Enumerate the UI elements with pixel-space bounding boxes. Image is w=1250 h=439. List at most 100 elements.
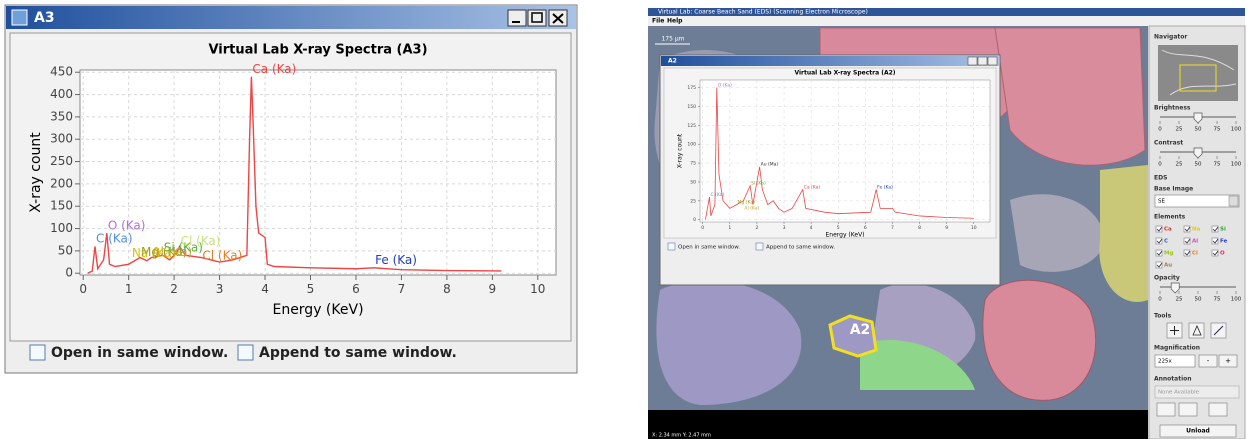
checkbox[interactable] — [30, 345, 45, 360]
window-title: A3 — [34, 10, 55, 26]
screenshot: A3Virtual Lab X-ray Spectra (A3)05010015… — [0, 0, 1250, 439]
x-tick-label: 6 — [864, 225, 867, 231]
y-tick-label: 125 — [687, 123, 696, 129]
checkbox[interactable] — [238, 345, 253, 360]
window-icon — [12, 10, 27, 25]
inner-title-bar — [661, 56, 999, 66]
x-tick-label: 0 — [79, 282, 87, 296]
element-label: Na — [1192, 227, 1201, 233]
panel-heading: Magnification — [1154, 345, 1200, 352]
checkbox-label: Append to same window. — [259, 345, 457, 361]
y-tick-label: 400 — [50, 87, 73, 101]
maximize-button[interactable] — [978, 57, 987, 65]
y-tick-label: 350 — [50, 109, 73, 123]
slider-tick-label: 75 — [1214, 127, 1221, 133]
x-tick-label: 4 — [810, 225, 813, 231]
peak-label: Mg (Ka) — [738, 199, 756, 205]
element-label: O — [1220, 251, 1225, 257]
x-tick-label: 8 — [443, 282, 451, 296]
panel-heading: Navigator — [1154, 34, 1187, 41]
y-tick-label: 75 — [690, 161, 696, 167]
panel-heading: Tools — [1154, 313, 1172, 320]
x-axis-label: Energy (KeV) — [825, 232, 864, 239]
select-value: SE — [1158, 199, 1165, 205]
x-tick-label: 3 — [216, 282, 224, 296]
panel-heading: Base Image — [1154, 186, 1193, 193]
slider-tick-label: 25 — [1176, 297, 1183, 303]
panel-heading: Contrast — [1154, 140, 1183, 147]
app-title: Virtual Lab: Coarse Beach Sand (EDS) (Sc… — [658, 9, 868, 16]
page: A3Virtual Lab X-ray Spectra (A3)05010015… — [0, 0, 1250, 439]
peak-label: C (Ka) — [96, 232, 133, 246]
checkbox-label: Open in same window. — [678, 245, 740, 251]
close-button[interactable] — [988, 57, 997, 65]
annotation-button[interactable] — [1179, 403, 1197, 416]
select-box[interactable] — [1155, 195, 1239, 207]
slider-tick-label: 75 — [1214, 297, 1221, 303]
peak-label: Al (Ka) — [744, 205, 759, 211]
element-label: Al — [1192, 239, 1198, 245]
x-tick-label: 9 — [489, 282, 497, 296]
chart-title: Virtual Lab X-ray Spectra (A2) — [794, 70, 895, 77]
x-tick-label: 1 — [125, 282, 133, 296]
zoom-button-label: + — [1225, 357, 1231, 365]
x-tick-label: 5 — [837, 225, 840, 231]
y-tick-label: 450 — [50, 65, 73, 79]
y-tick-label: 150 — [687, 104, 696, 110]
peak-label: Ca (Ka) — [804, 184, 821, 190]
menu-bar — [648, 16, 1245, 26]
checkbox[interactable] — [756, 243, 763, 250]
panel-heading: Elements — [1154, 214, 1186, 221]
element-label: Cl — [1192, 251, 1198, 257]
slider-tick-label: 25 — [1176, 162, 1183, 168]
x-tick-label: 7 — [398, 282, 406, 296]
y-tick-label: 100 — [687, 142, 696, 148]
panel-heading: Opacity — [1154, 275, 1180, 282]
annotation-button[interactable] — [1209, 403, 1227, 416]
y-tick-label: 100 — [50, 221, 73, 235]
y-tick-label: 175 — [687, 85, 696, 91]
select-value: 225x — [1158, 359, 1172, 365]
peak-label: Ca (Ka) — [252, 62, 296, 76]
annotation-button[interactable] — [1157, 403, 1175, 416]
element-label: Ca — [1164, 227, 1172, 233]
slider-tick-label: 0 — [1158, 297, 1162, 303]
slider-tick-label: 0 — [1158, 162, 1162, 168]
y-tick-label: 250 — [50, 154, 73, 168]
x-tick-label: 2 — [755, 225, 758, 231]
peak-label: Fe (Ka) — [375, 253, 417, 267]
peak-label: Cl (Ka) — [181, 234, 221, 248]
x-tick-label: 3 — [783, 225, 786, 231]
y-tick-label: 25 — [690, 198, 696, 204]
x-tick-label: 2 — [170, 282, 178, 296]
minimize-button[interactable] — [508, 10, 526, 26]
x-tick-label: 0 — [701, 225, 704, 231]
element-label: C — [1164, 239, 1168, 245]
minimize-button[interactable] — [968, 57, 977, 65]
x-tick-label: 4 — [261, 282, 269, 296]
x-tick-label: 7 — [891, 225, 894, 231]
slider-tick-label: 50 — [1195, 297, 1202, 303]
panel-heading: EDS — [1154, 175, 1167, 182]
slider-tick-label: 75 — [1214, 162, 1221, 168]
slider-tick-label: 100 — [1231, 162, 1242, 168]
x-tick-label: 10 — [530, 282, 545, 296]
y-tick-label: 0 — [693, 217, 696, 223]
x-tick-label: 8 — [918, 225, 921, 231]
slider-tick-label: 100 — [1231, 297, 1242, 303]
panel-heading: Annotation — [1154, 376, 1192, 383]
tool-button[interactable] — [1189, 323, 1204, 338]
peak-label: Au (Ma) — [761, 162, 779, 168]
y-tick-label: 50 — [58, 243, 73, 257]
slider-tick-label: 0 — [1158, 127, 1162, 133]
element-label: Au — [1164, 263, 1172, 269]
select-arrow[interactable] — [1229, 196, 1238, 206]
y-tick-label: 200 — [50, 176, 73, 190]
checkbox[interactable] — [668, 243, 675, 250]
slider-tick-label: 50 — [1195, 127, 1202, 133]
slider-tick-label: 50 — [1195, 162, 1202, 168]
title-bar — [6, 6, 576, 29]
element-label: Fe — [1220, 239, 1228, 245]
chart-title: Virtual Lab X-ray Spectra (A3) — [208, 43, 427, 58]
y-tick-label: 150 — [50, 199, 73, 213]
